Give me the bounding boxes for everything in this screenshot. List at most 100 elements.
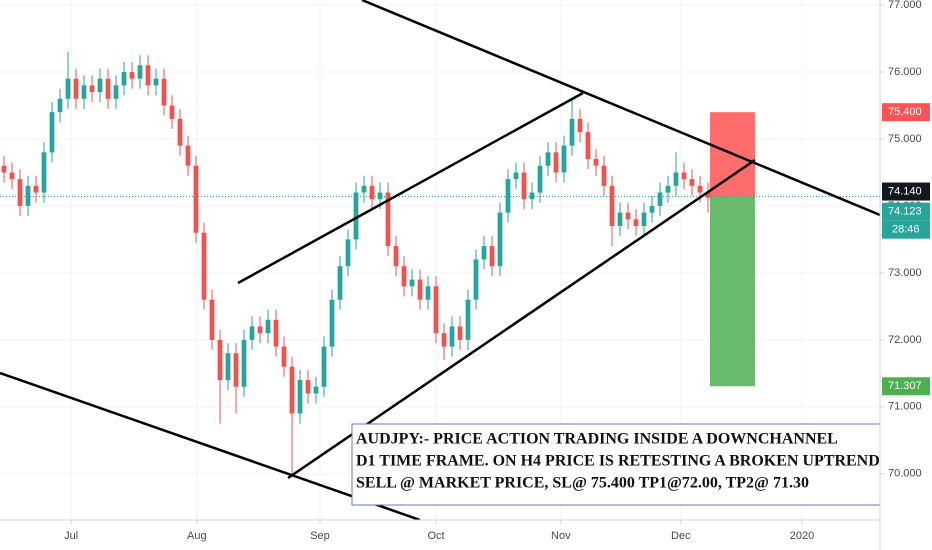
candle-body — [265, 319, 271, 334]
candle-body — [57, 98, 63, 113]
candle-body — [313, 386, 319, 394]
candle-body — [345, 239, 351, 267]
candle-body — [121, 71, 127, 86]
candle-body — [465, 299, 471, 340]
candle-body — [497, 212, 503, 267]
candle-body — [417, 279, 423, 300]
candle-body — [697, 185, 703, 193]
candle-body — [617, 212, 623, 227]
candle-body — [433, 286, 439, 334]
candle-body — [137, 65, 143, 79]
x-tick-label: Dec — [671, 530, 691, 542]
note-box: AUDJPY:- PRICE ACTION TRADING INSIDE A D… — [351, 423, 880, 506]
candle-body — [201, 232, 207, 300]
candle-body — [9, 172, 15, 180]
candle-body — [129, 71, 135, 79]
candle-body — [185, 145, 191, 166]
price-tag — [882, 182, 930, 201]
candle-body — [49, 112, 55, 153]
y-tick-label: 76.000 — [888, 66, 922, 78]
trend-line — [237, 91, 584, 285]
candle-body — [689, 179, 695, 186]
candle-body — [705, 192, 711, 198]
trend-line — [361, 0, 880, 217]
candle-body — [401, 266, 407, 287]
note-frame — [351, 423, 880, 506]
candle-body — [625, 212, 631, 220]
candle-body — [353, 192, 359, 240]
price-tag — [882, 377, 930, 396]
note-line: AUDJPY:- PRICE ACTION TRADING INSIDE A D… — [356, 431, 838, 448]
candle-body — [1, 165, 7, 173]
candle-body — [577, 118, 583, 133]
candle-body — [153, 78, 159, 86]
note-line: SELL @ MARKET PRICE, SL@ 75.400 TP1@72.0… — [356, 475, 809, 492]
candle-body — [457, 326, 463, 340]
candle-body — [369, 185, 375, 200]
candle-body — [65, 78, 71, 99]
price-tag — [882, 103, 930, 122]
candle-body — [521, 172, 527, 200]
candle-body — [393, 246, 399, 267]
price-tag-label: 74.140 — [888, 185, 922, 197]
candle-body — [89, 85, 95, 93]
candle-body — [593, 159, 599, 166]
candle-body — [233, 353, 239, 387]
candle-body — [385, 192, 391, 247]
candle-body — [665, 185, 671, 193]
candle-body — [481, 246, 487, 260]
candle-body — [641, 212, 647, 227]
y-tick-label: 72.000 — [888, 334, 922, 346]
position-tool — [0, 112, 880, 387]
candle-body — [217, 339, 223, 381]
candle-body — [361, 185, 367, 193]
candle-body — [281, 346, 287, 367]
candle-body — [41, 152, 47, 193]
candle-body — [569, 118, 575, 146]
candle-body — [585, 132, 591, 160]
candle-body — [681, 172, 687, 180]
y-tick-label: 70.000 — [888, 468, 922, 480]
price-tag — [882, 202, 930, 221]
candle-body — [633, 219, 639, 227]
axes: 70.00071.00072.00073.00074.00075.00076.0… — [64, 0, 930, 542]
candle-body — [673, 172, 679, 186]
candle-body — [209, 299, 215, 340]
candle-body — [273, 319, 279, 347]
candle-body — [297, 380, 303, 414]
trend-line — [0, 371, 421, 520]
candle-body — [73, 78, 79, 99]
candle-body — [321, 346, 327, 387]
candle-body — [657, 192, 663, 206]
x-tick-label: Nov — [551, 530, 571, 542]
candle-body — [561, 145, 567, 173]
candle-body — [449, 326, 455, 347]
candle-body — [25, 185, 31, 206]
candle-body — [81, 85, 87, 99]
x-tick-label: Aug — [187, 530, 207, 542]
y-tick-label: 75.000 — [888, 133, 922, 145]
x-tick-label: Jul — [64, 530, 78, 542]
candle-body — [289, 366, 295, 414]
candle-body — [105, 78, 111, 99]
x-tick-label: 2020 — [790, 530, 814, 542]
candle-body — [473, 259, 479, 300]
target-zone — [710, 196, 755, 387]
candle-body — [169, 105, 175, 119]
candle-body — [609, 185, 615, 227]
y-tick-label: 77.000 — [888, 0, 922, 11]
candle-body — [513, 172, 519, 180]
candle-body — [305, 380, 311, 394]
candle-body — [529, 192, 535, 200]
price-tag-label: 71.307 — [888, 380, 922, 392]
candle-body — [249, 326, 255, 340]
note-line: D1 TIME FRAME. ON H4 PRICE IS RETESTING … — [356, 453, 880, 470]
countdown-tag — [882, 220, 930, 239]
candle-body — [425, 286, 431, 300]
candle-body — [553, 152, 559, 173]
candle-body — [329, 299, 335, 347]
countdown-label: 28:46 — [892, 224, 920, 236]
candle-body — [161, 78, 167, 106]
y-tick-label: 71.000 — [888, 401, 922, 413]
